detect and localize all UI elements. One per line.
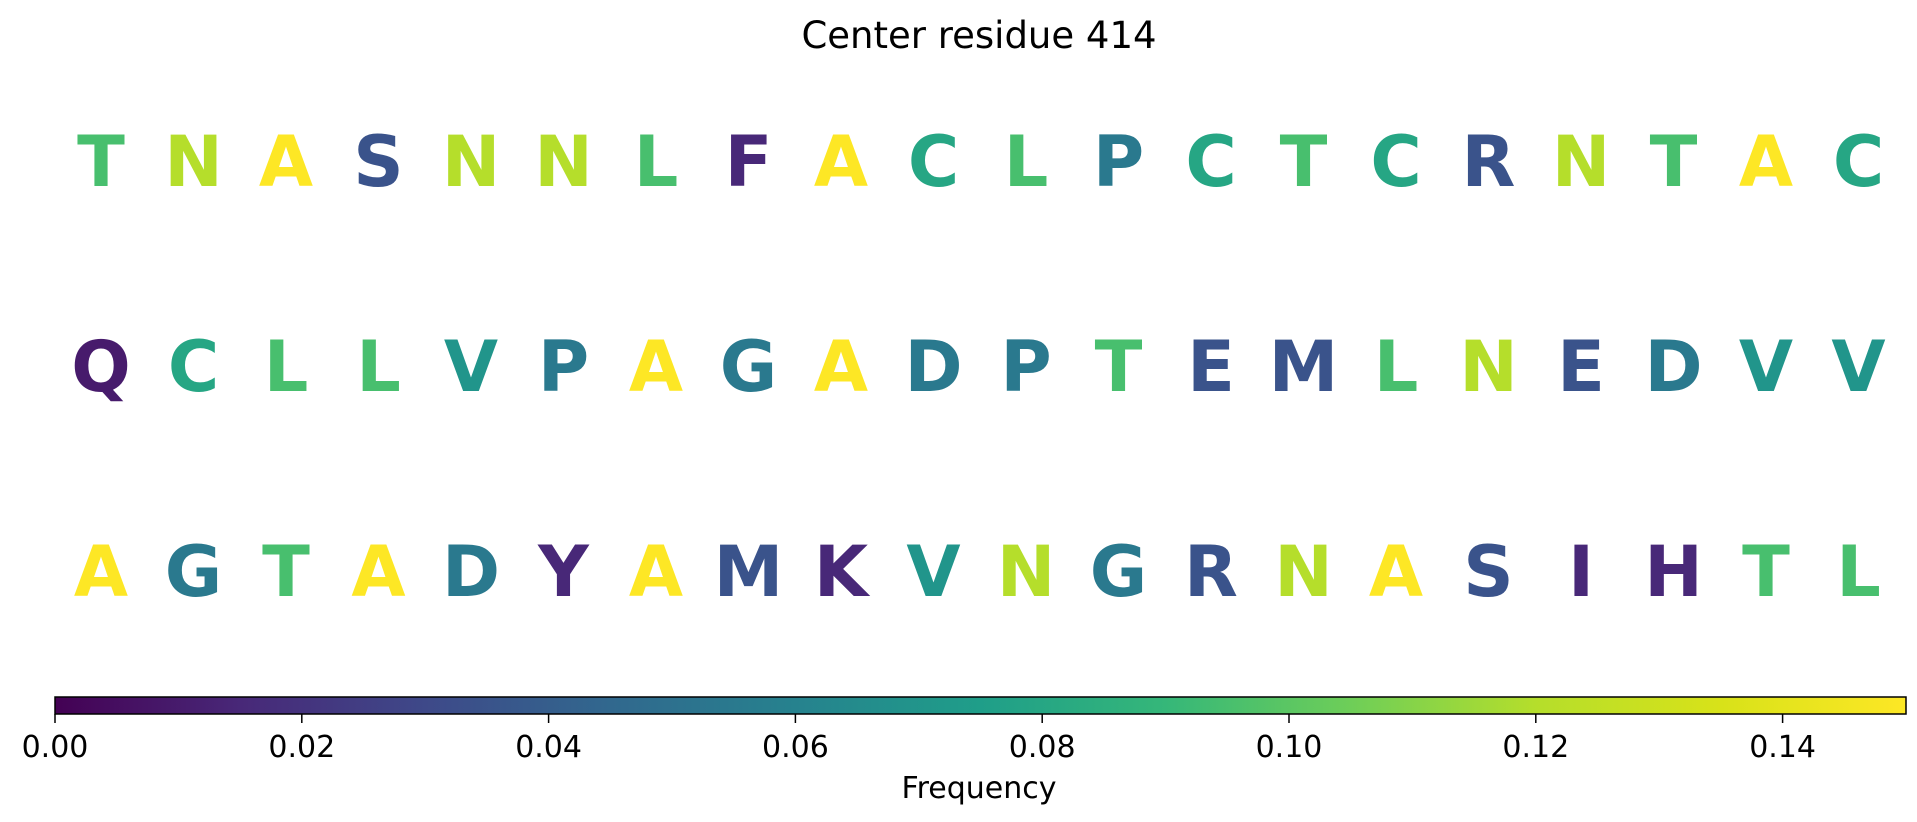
residue-letter: T (1095, 326, 1143, 408)
residue-letter: L (1836, 531, 1881, 613)
residue-letter: C (908, 121, 959, 203)
residue-letter: L (1374, 326, 1419, 408)
residue-letter: T (1742, 531, 1790, 613)
residue-letter: E (1187, 326, 1235, 408)
residue-letter: T (262, 531, 310, 613)
residue-letter: S (1463, 531, 1513, 613)
residue-letter: V (906, 531, 960, 613)
residue-letter: P (1000, 326, 1051, 408)
residue-letter: D (442, 531, 500, 613)
colorbar-tick-label: 0.04 (515, 730, 582, 765)
residue-letter: K (814, 531, 871, 613)
residue-letter: R (1184, 531, 1238, 613)
residue-letter: P (1093, 121, 1144, 203)
residue-letter: N (1274, 531, 1333, 613)
residue-letter: C (1370, 121, 1421, 203)
colorbar-tick-label: 0.14 (1749, 730, 1816, 765)
colorbar-tick-label: 0.08 (1009, 730, 1076, 765)
residue-letter: Y (537, 531, 590, 613)
residue-letter: A (74, 531, 128, 613)
residue-letter: G (720, 326, 777, 408)
residue-letter: E (1557, 326, 1605, 408)
residue-letter: D (904, 326, 962, 408)
residue-letter: N (164, 121, 223, 203)
residue-letter: R (1462, 121, 1516, 203)
residue-letter: A (259, 121, 313, 203)
residue-letter: A (814, 326, 868, 408)
residue-letter: V (444, 326, 498, 408)
residue-letter: C (1185, 121, 1236, 203)
chart-title: Center residue 414 (801, 14, 1156, 57)
residue-letter: G (165, 531, 222, 613)
residue-letter: T (1280, 121, 1328, 203)
residue-letter: N (1552, 121, 1611, 203)
colorbar-tick-label: 0.10 (1256, 730, 1323, 765)
residue-letter: V (1739, 326, 1793, 408)
residue-letter: A (1739, 121, 1793, 203)
residue-letter: V (1831, 326, 1885, 408)
colorbar-tick-label: 0.00 (22, 730, 89, 765)
colorbar-tick-label: 0.06 (762, 730, 829, 765)
residue-letter: L (1004, 121, 1049, 203)
residue-letter: Q (71, 326, 131, 408)
colorbar-ticks: 0.00 0.02 0.04 0.06 0.08 0.10 0.12 0.14 (22, 714, 1816, 765)
residue-letter: C (168, 326, 219, 408)
residue-letter: N (1459, 326, 1518, 408)
residue-letter: T (1650, 121, 1698, 203)
colorbar-tick-label: 0.12 (1502, 730, 1569, 765)
residue-grid: T N A S N N L F A C L P C T C R N T A CQ C L L V P A G A D P T E M L N E D V V… (71, 121, 1885, 613)
residue-letter: L (264, 326, 309, 408)
residue-letter: L (634, 121, 679, 203)
residue-letter: A (351, 531, 405, 613)
residue-letter: A (1369, 531, 1423, 613)
residue-letter: D (1644, 326, 1702, 408)
residue-letter: A (629, 326, 683, 408)
residue-letter: H (1644, 531, 1703, 613)
residue-letter: A (629, 531, 683, 613)
residue-letter: S (353, 121, 403, 203)
residue-letter: I (1568, 531, 1594, 613)
residue-letter: T (77, 121, 125, 203)
residue-letter: A (814, 121, 868, 203)
colorbar (54, 696, 1907, 715)
residue-letter: N (534, 121, 593, 203)
residue-letter: F (725, 121, 773, 203)
colorbar-tick-label: 0.02 (268, 730, 335, 765)
colorbar-label: Frequency (902, 771, 1057, 806)
residue-letter: L (356, 326, 401, 408)
residue-letter: P (538, 326, 589, 408)
residue-letter: M (1269, 326, 1339, 408)
residue-letter: N (997, 531, 1056, 613)
residue-letter: G (1090, 531, 1147, 613)
residue-letter: M (714, 531, 784, 613)
residue-letter: C (1833, 121, 1884, 203)
residue-letter: N (442, 121, 501, 203)
